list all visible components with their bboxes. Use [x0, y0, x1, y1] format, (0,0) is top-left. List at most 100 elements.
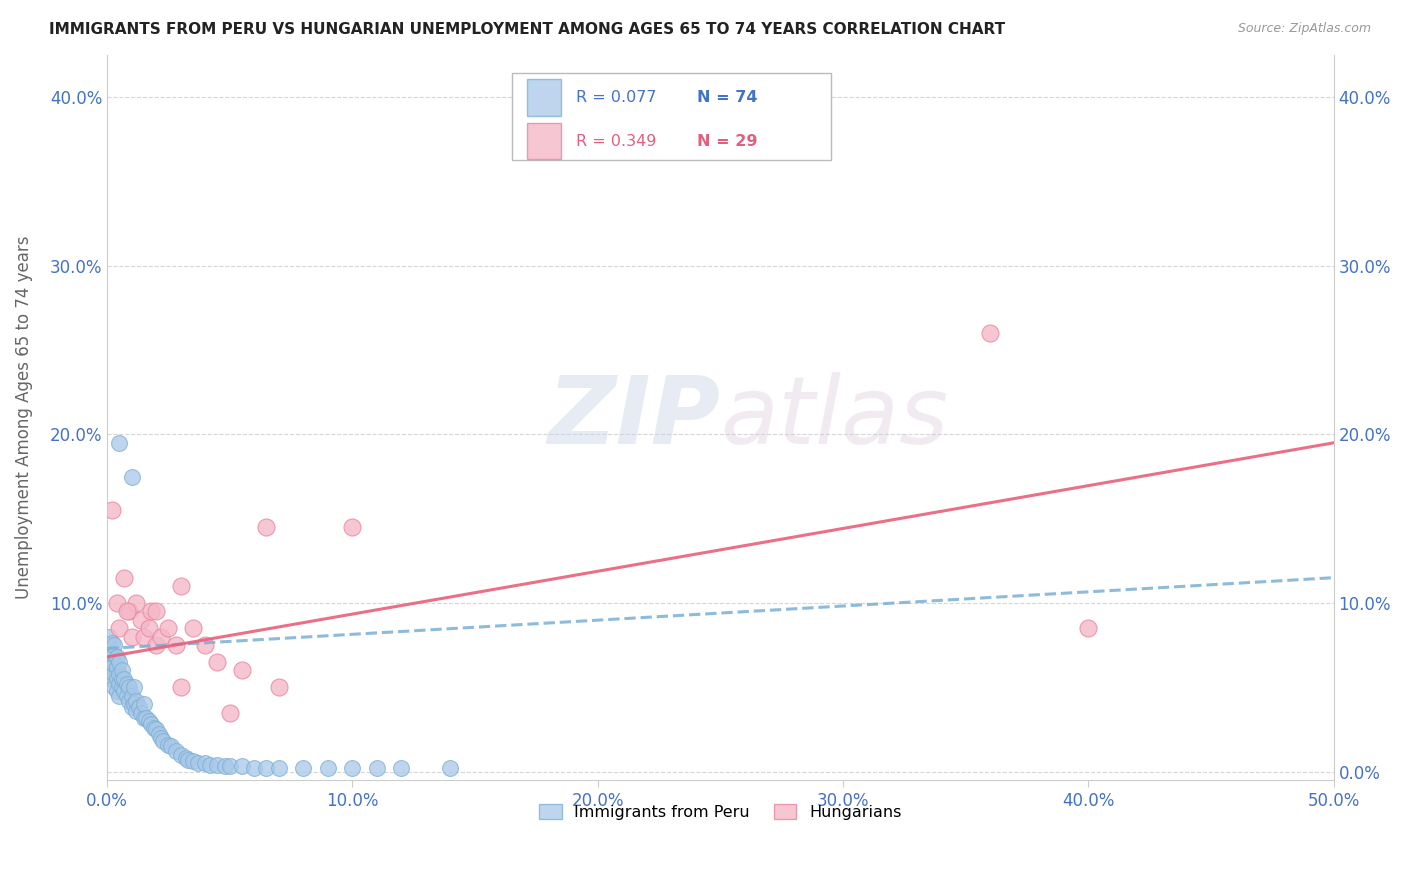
Point — [187, 756, 209, 770]
Point — [194, 638, 217, 652]
FancyBboxPatch shape — [526, 79, 561, 116]
Point — [174, 751, 197, 765]
Point — [108, 677, 131, 691]
Point — [316, 761, 339, 775]
Text: atlas: atlas — [720, 372, 949, 463]
FancyBboxPatch shape — [526, 123, 561, 160]
Point — [118, 694, 141, 708]
Point — [108, 689, 131, 703]
Point — [131, 706, 153, 720]
Point — [145, 723, 167, 737]
Point — [181, 755, 204, 769]
Point — [105, 683, 128, 698]
Point — [145, 604, 167, 618]
Point — [194, 756, 217, 770]
Point — [342, 761, 364, 775]
Point — [138, 714, 160, 728]
Point — [125, 694, 148, 708]
Point — [128, 700, 150, 714]
Point — [165, 744, 187, 758]
Point — [267, 680, 290, 694]
Point — [267, 761, 290, 775]
Point — [138, 621, 160, 635]
Point — [108, 621, 131, 635]
Text: Source: ZipAtlas.com: Source: ZipAtlas.com — [1237, 22, 1371, 36]
Point — [105, 660, 128, 674]
Point — [108, 655, 131, 669]
Point — [292, 761, 315, 775]
Point — [103, 638, 125, 652]
Point — [111, 672, 134, 686]
Point — [101, 672, 124, 686]
Point — [157, 621, 180, 635]
Point — [159, 739, 181, 754]
Point — [207, 757, 229, 772]
Point — [157, 738, 180, 752]
Point — [231, 759, 253, 773]
Text: N = 74: N = 74 — [697, 90, 758, 105]
Point — [214, 759, 236, 773]
Point — [98, 649, 121, 664]
Point — [256, 520, 278, 534]
Point — [132, 630, 155, 644]
Point — [103, 680, 125, 694]
Point — [98, 643, 121, 657]
Text: R = 0.349: R = 0.349 — [575, 134, 657, 149]
Point — [132, 710, 155, 724]
Point — [391, 761, 413, 775]
Point — [122, 680, 145, 694]
Point — [121, 689, 143, 703]
Point — [101, 647, 124, 661]
FancyBboxPatch shape — [512, 73, 831, 161]
Point — [108, 666, 131, 681]
Point — [105, 596, 128, 610]
Text: IMMIGRANTS FROM PERU VS HUNGARIAN UNEMPLOYMENT AMONG AGES 65 TO 74 YEARS CORRELA: IMMIGRANTS FROM PERU VS HUNGARIAN UNEMPL… — [49, 22, 1005, 37]
Point — [979, 326, 1001, 341]
Point — [218, 759, 240, 773]
Point — [112, 683, 135, 698]
Point — [125, 704, 148, 718]
Point — [145, 638, 167, 652]
Point — [177, 753, 200, 767]
Point — [131, 613, 153, 627]
Point — [121, 469, 143, 483]
Point — [150, 630, 173, 644]
Point — [101, 636, 124, 650]
Point — [118, 604, 141, 618]
Point — [141, 604, 163, 618]
Text: N = 29: N = 29 — [697, 134, 758, 149]
Point — [108, 435, 131, 450]
Point — [366, 761, 388, 775]
Point — [169, 680, 191, 694]
Point — [98, 638, 121, 652]
Point — [103, 657, 125, 671]
Point — [218, 706, 240, 720]
Point — [101, 660, 124, 674]
Point — [112, 672, 135, 686]
Point — [122, 697, 145, 711]
Point — [439, 761, 461, 775]
Point — [118, 680, 141, 694]
Point — [152, 734, 174, 748]
Point — [115, 604, 138, 618]
Point — [115, 677, 138, 691]
Point — [231, 664, 253, 678]
Point — [169, 747, 191, 762]
Point — [132, 697, 155, 711]
Point — [198, 757, 221, 772]
Text: ZIP: ZIP — [547, 372, 720, 464]
Point — [135, 710, 157, 724]
Point — [256, 761, 278, 775]
Point — [150, 731, 173, 745]
Point — [111, 680, 134, 694]
Point — [115, 689, 138, 703]
Y-axis label: Unemployment Among Ages 65 to 74 years: Unemployment Among Ages 65 to 74 years — [15, 235, 32, 599]
Point — [165, 638, 187, 652]
Point — [207, 655, 229, 669]
Point — [148, 727, 170, 741]
Point — [181, 621, 204, 635]
Point — [98, 630, 121, 644]
Point — [142, 721, 165, 735]
Point — [98, 664, 121, 678]
Point — [112, 571, 135, 585]
